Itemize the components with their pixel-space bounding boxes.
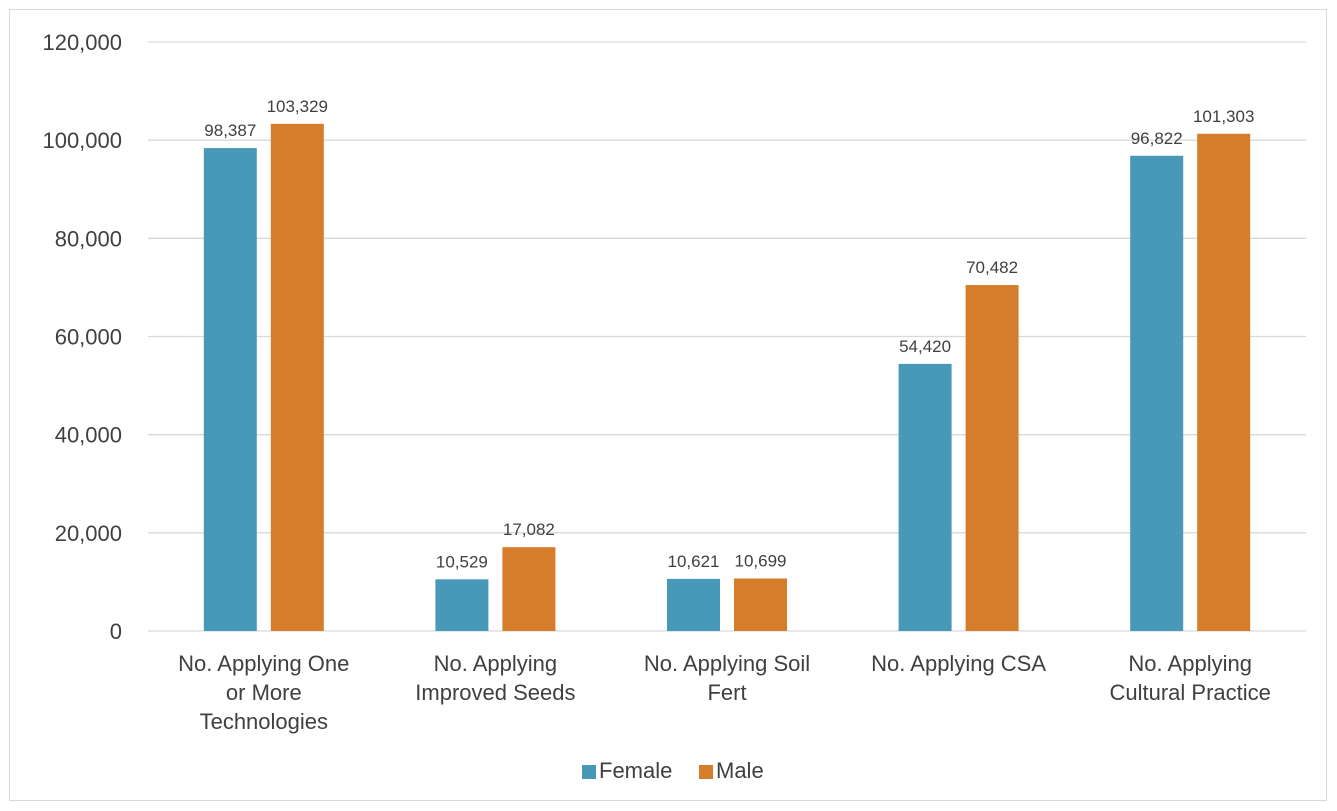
data-label: 10,621 xyxy=(668,552,720,571)
legend: Female Male xyxy=(582,758,764,783)
x-category-label: No. Applying One xyxy=(178,651,349,676)
x-category-label: Fert xyxy=(707,680,746,705)
y-axis-ticks: 0 20,000 40,000 60,000 80,000 100,000 120,000 xyxy=(42,30,122,644)
bar-male-3 xyxy=(965,285,1019,631)
y-tick-label: 40,000 xyxy=(55,423,122,448)
data-label: 96,822 xyxy=(1131,129,1183,148)
bar-female-0 xyxy=(203,148,257,631)
x-category-label: No. Applying xyxy=(434,651,558,676)
data-label: 101,303 xyxy=(1193,107,1254,126)
data-label: 17,082 xyxy=(503,520,555,539)
y-tick-label: 60,000 xyxy=(55,325,122,350)
legend-label-male: Male xyxy=(716,758,764,783)
data-label: 70,482 xyxy=(966,258,1018,277)
bar-male-2 xyxy=(734,578,787,631)
bar-female-2 xyxy=(667,578,720,631)
x-category-label: Improved Seeds xyxy=(415,680,575,705)
x-category-label: No. Applying Soil xyxy=(644,651,810,676)
data-label: 103,329 xyxy=(267,97,328,116)
data-label: 98,387 xyxy=(204,121,256,140)
y-tick-label: 20,000 xyxy=(55,521,122,546)
data-labels: 98,387 103,329 10,529 17,082 10,621 10,699 54,… xyxy=(204,97,1254,571)
y-tick-label: 120,000 xyxy=(42,30,122,55)
x-axis-categories: No. Applying One or More Technologies No. A… xyxy=(178,651,1271,734)
bar-female-1 xyxy=(435,579,489,631)
data-label: 10,699 xyxy=(735,551,787,570)
x-category-label: No. Applying xyxy=(1128,651,1252,676)
x-category-label: No. Applying CSA xyxy=(871,651,1046,676)
data-label: 10,529 xyxy=(436,552,488,571)
bars xyxy=(203,123,1251,631)
bar-male-4 xyxy=(1197,133,1251,631)
legend-swatch-male xyxy=(699,765,713,779)
data-label: 54,420 xyxy=(899,337,951,356)
bar-female-3 xyxy=(898,363,952,631)
bar-female-4 xyxy=(1130,155,1184,631)
y-tick-label: 100,000 xyxy=(42,128,122,153)
bar-male-1 xyxy=(502,547,556,631)
bar-male-0 xyxy=(270,123,324,631)
x-category-label: Technologies xyxy=(200,709,328,734)
x-category-label: Cultural Practice xyxy=(1110,680,1271,705)
gridlines xyxy=(148,41,1306,632)
legend-swatch-female xyxy=(582,765,596,779)
y-tick-label: 80,000 xyxy=(55,226,122,251)
x-category-label: or More xyxy=(226,680,302,705)
y-tick-label: 0 xyxy=(110,619,122,644)
legend-label-female: Female xyxy=(599,758,672,783)
